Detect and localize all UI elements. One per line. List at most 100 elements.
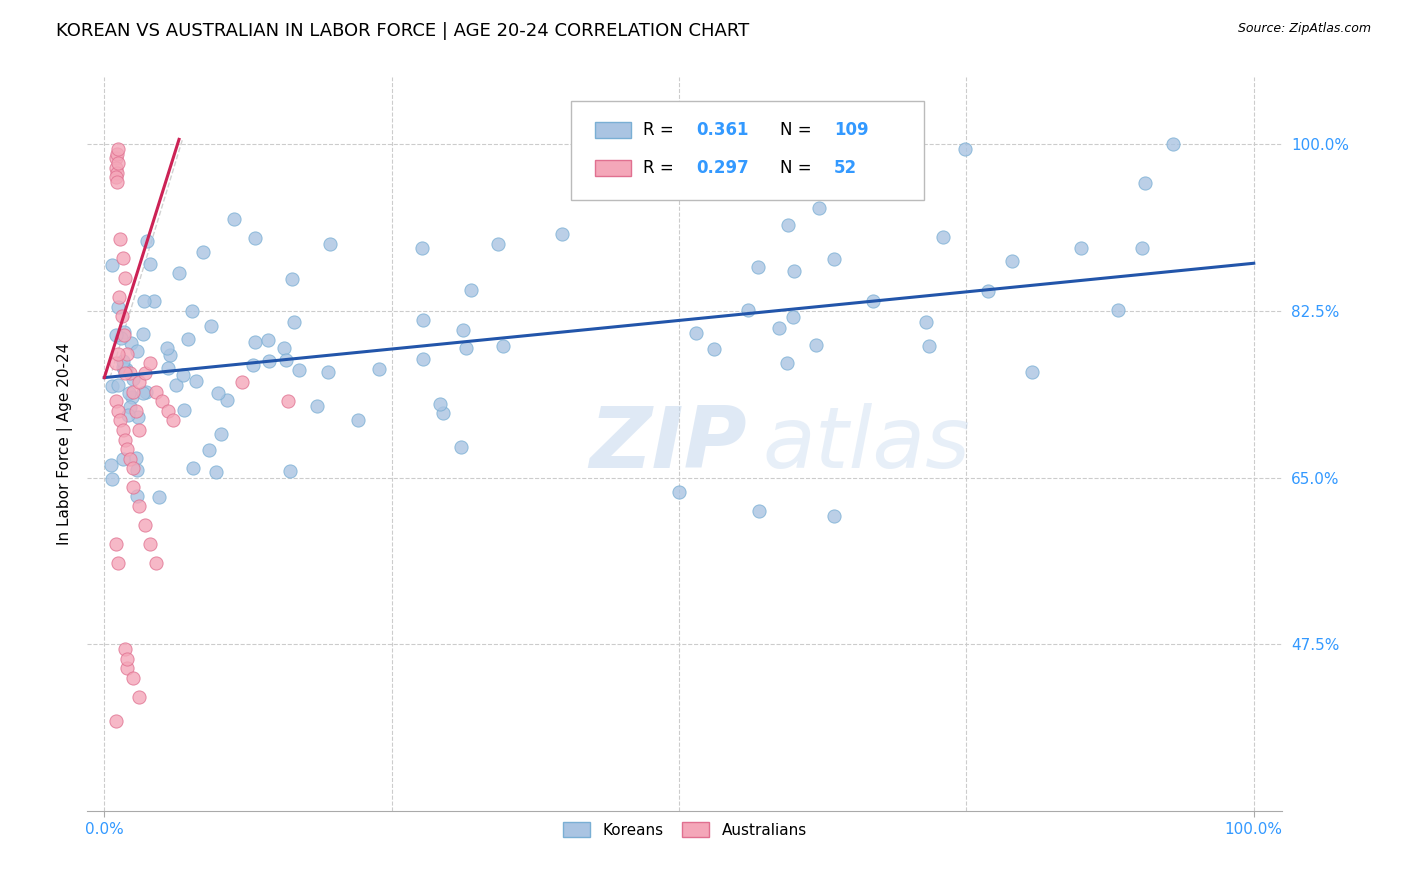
Text: R =: R = xyxy=(643,160,679,178)
Point xyxy=(107,377,129,392)
Point xyxy=(105,328,128,343)
Point xyxy=(128,690,150,704)
Point xyxy=(456,342,478,356)
Point xyxy=(127,409,149,424)
Point xyxy=(107,142,129,156)
Point xyxy=(112,452,135,467)
Point xyxy=(1133,177,1156,191)
Point xyxy=(128,423,150,437)
Point xyxy=(117,442,139,456)
Point xyxy=(114,642,136,657)
Point xyxy=(107,557,129,571)
Point xyxy=(243,231,266,245)
Point xyxy=(1161,137,1184,152)
Point xyxy=(127,463,149,477)
Point xyxy=(186,374,208,388)
Point xyxy=(143,294,166,309)
Point xyxy=(450,440,472,454)
Point xyxy=(205,465,228,479)
Point xyxy=(125,404,148,418)
Point xyxy=(198,442,221,457)
Point xyxy=(107,347,129,361)
Point xyxy=(134,518,156,533)
Point xyxy=(1021,365,1043,379)
Point xyxy=(1000,254,1022,268)
Point xyxy=(412,313,434,327)
Point xyxy=(114,361,136,376)
Point xyxy=(316,366,339,380)
Point xyxy=(117,651,139,665)
Point xyxy=(125,450,148,465)
Point xyxy=(104,170,127,185)
Point xyxy=(280,464,302,478)
Text: Source: ZipAtlas.com: Source: ZipAtlas.com xyxy=(1237,22,1371,36)
Point xyxy=(105,175,128,189)
Point xyxy=(367,361,389,376)
Point xyxy=(125,343,148,358)
Point xyxy=(200,318,222,333)
Point xyxy=(977,285,1000,299)
Point xyxy=(117,408,139,422)
Point xyxy=(101,472,124,486)
Point xyxy=(808,201,831,215)
Point xyxy=(131,386,153,401)
Point xyxy=(162,413,184,427)
Point xyxy=(492,339,515,353)
Point xyxy=(347,413,370,427)
Point xyxy=(768,321,790,335)
Point xyxy=(432,406,454,420)
Point xyxy=(165,377,187,392)
Point xyxy=(257,354,280,368)
Point xyxy=(685,326,707,340)
Point xyxy=(112,325,135,339)
Point xyxy=(139,537,162,551)
Point xyxy=(776,219,799,233)
Point xyxy=(748,504,770,518)
Text: 0.297: 0.297 xyxy=(697,160,749,178)
Point xyxy=(110,413,132,427)
Point xyxy=(134,366,156,380)
Point xyxy=(150,394,173,409)
Point xyxy=(1070,241,1092,255)
Point xyxy=(128,376,150,390)
Point xyxy=(114,366,136,380)
Point xyxy=(139,356,162,370)
Point xyxy=(107,300,129,314)
Text: atlas: atlas xyxy=(762,403,970,486)
FancyBboxPatch shape xyxy=(571,101,924,200)
Point xyxy=(104,714,127,728)
Point xyxy=(412,352,434,367)
Point xyxy=(288,363,311,377)
Point xyxy=(231,376,253,390)
Point xyxy=(804,338,827,352)
Point xyxy=(111,252,134,266)
Point xyxy=(823,252,845,267)
Point xyxy=(125,489,148,503)
Point xyxy=(156,404,179,418)
Point xyxy=(110,309,132,323)
Point xyxy=(104,394,127,409)
Point xyxy=(283,315,305,329)
Point xyxy=(862,294,884,309)
Point xyxy=(112,327,135,342)
Point xyxy=(118,451,141,466)
Point xyxy=(747,260,769,274)
Point xyxy=(117,347,139,361)
Point xyxy=(159,348,181,362)
Point xyxy=(222,212,245,227)
Point xyxy=(136,234,159,248)
Point xyxy=(107,156,129,170)
Point xyxy=(104,356,127,370)
Point xyxy=(914,315,936,329)
Point xyxy=(1132,241,1154,255)
Point xyxy=(429,397,451,411)
Point xyxy=(108,290,131,304)
Point xyxy=(114,362,136,376)
Point xyxy=(737,303,759,318)
Point xyxy=(135,385,157,400)
Point xyxy=(148,490,170,504)
Point xyxy=(111,423,134,437)
Text: N =: N = xyxy=(780,160,817,178)
Point xyxy=(460,284,482,298)
Point xyxy=(173,403,195,417)
